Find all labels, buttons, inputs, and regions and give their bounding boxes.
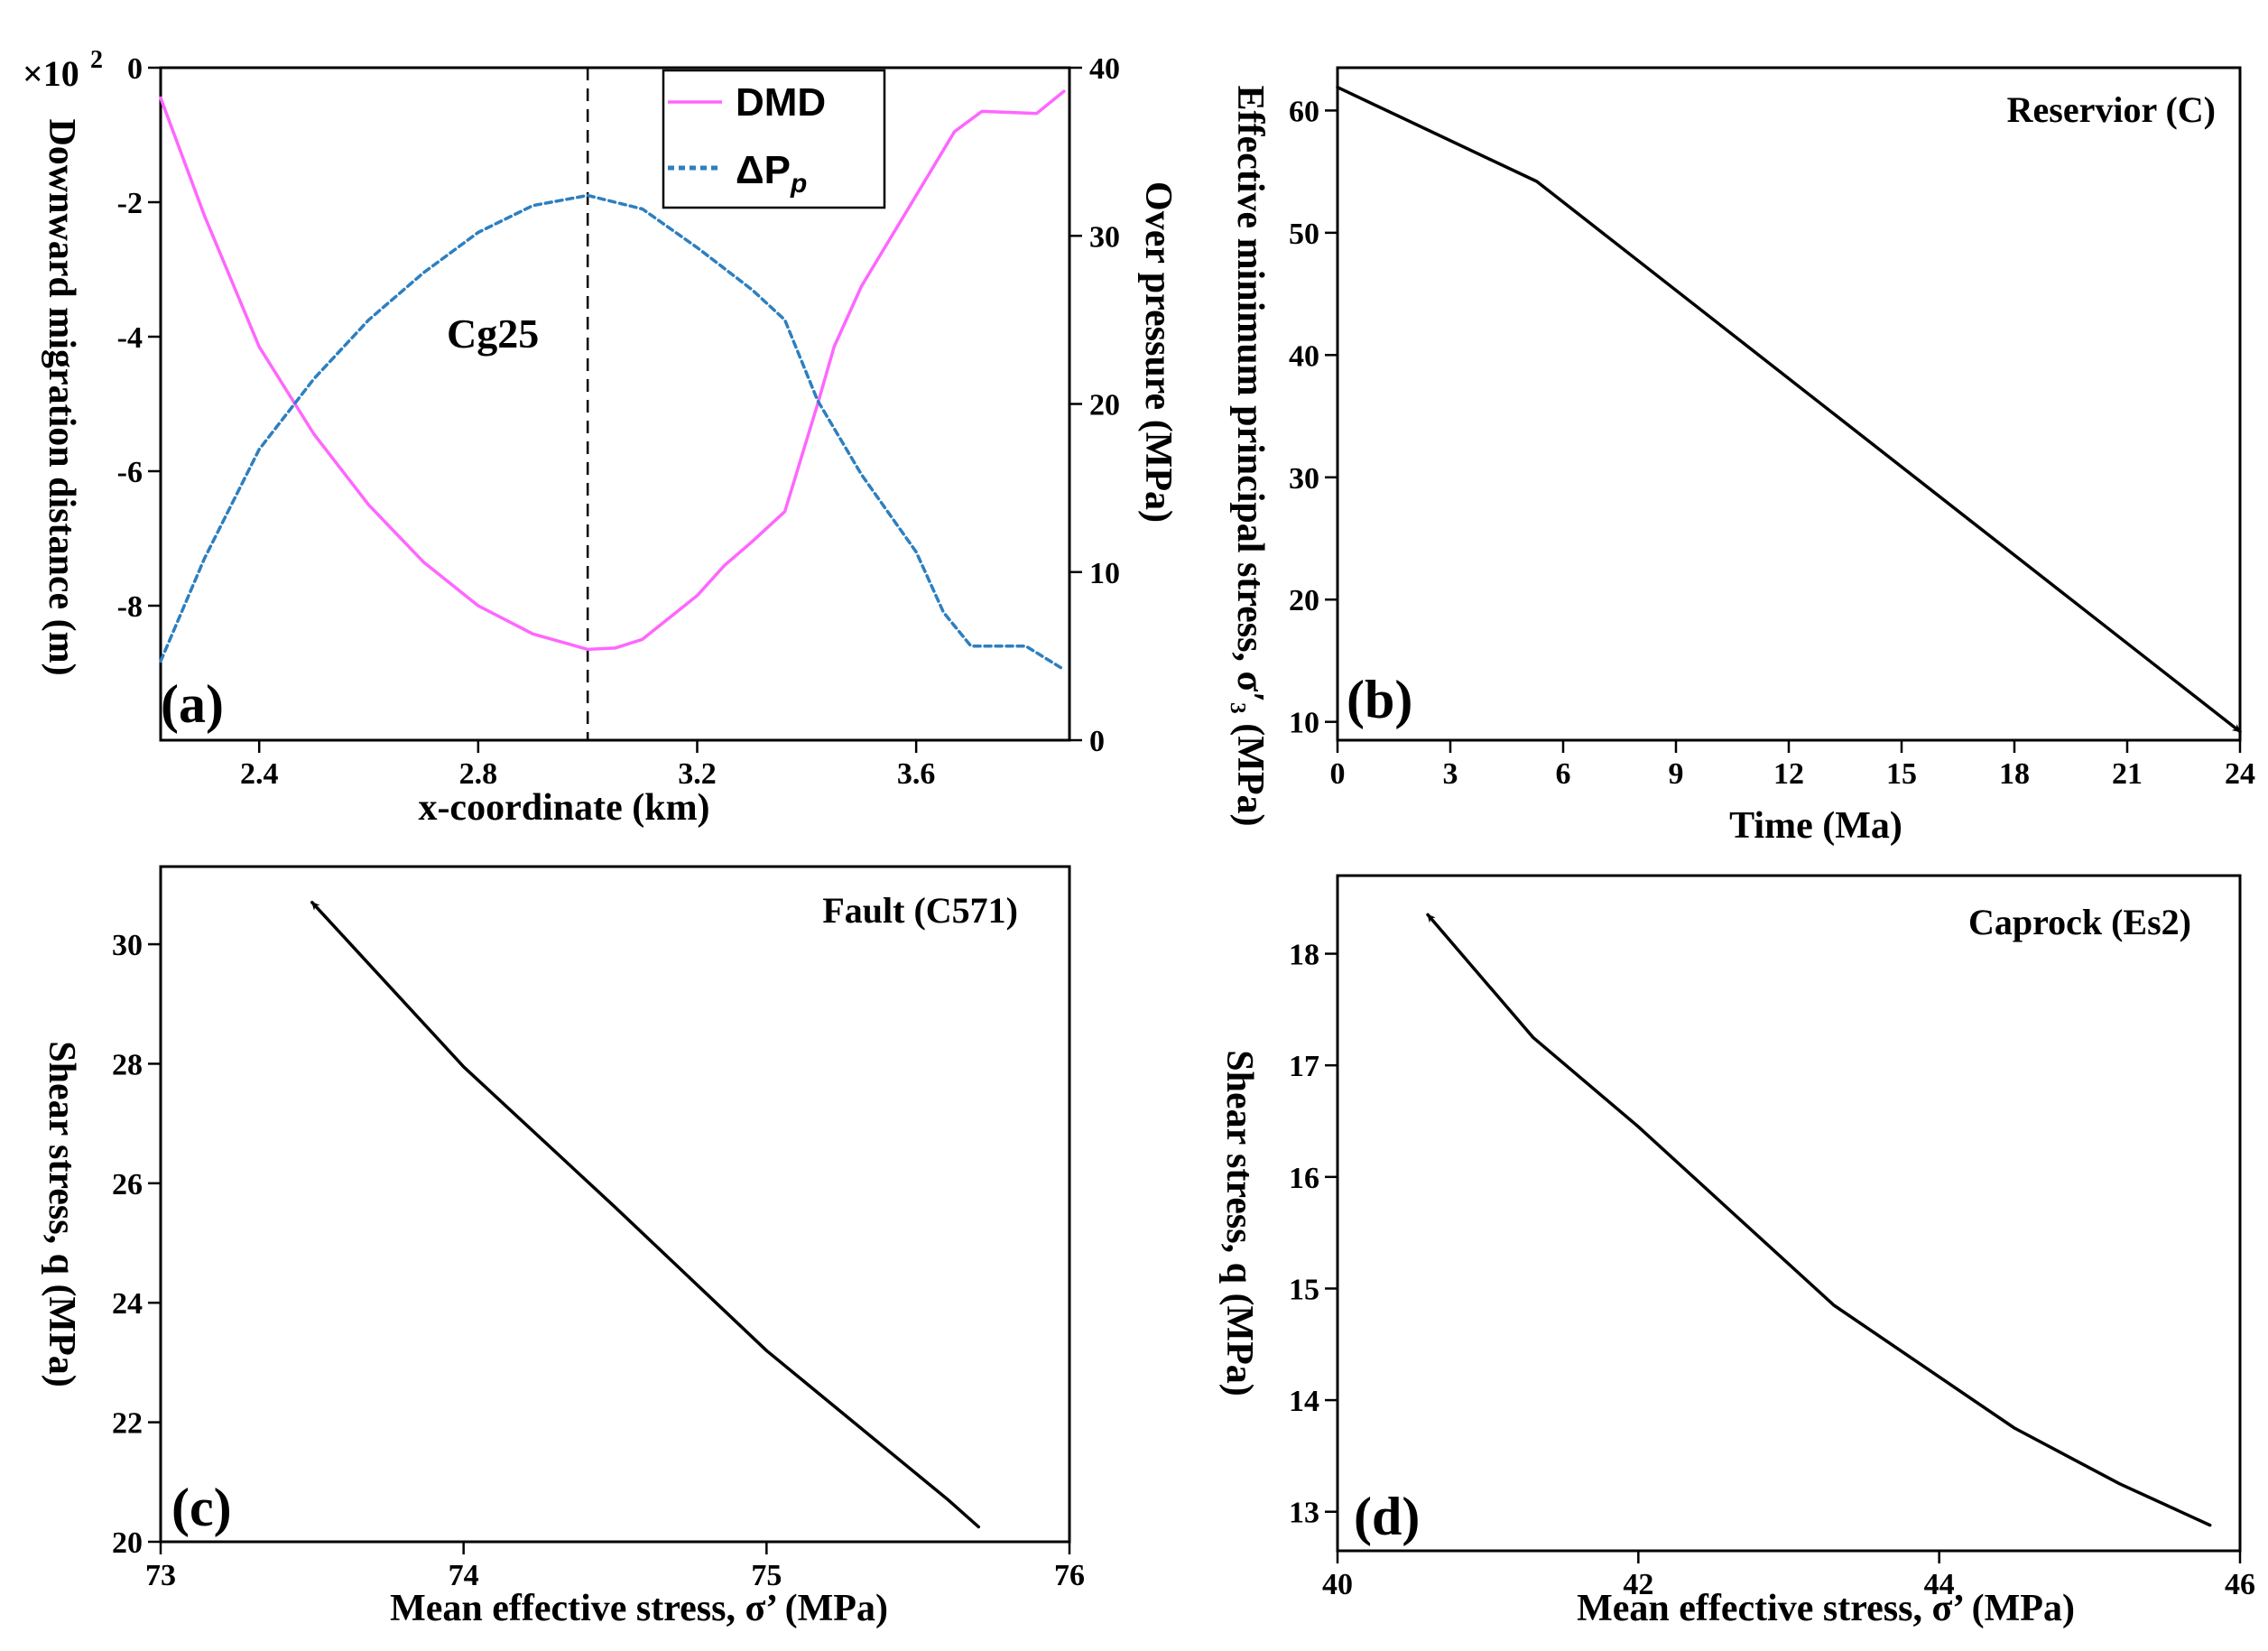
x-tick-label-c: 73 — [145, 1559, 176, 1592]
y2-tick-label-a: 20 — [1089, 389, 1120, 422]
y-tick-label-b: 60 — [1289, 95, 1319, 128]
y-tick-label-b: 30 — [1289, 462, 1319, 496]
y-tick-label-c: 26 — [112, 1168, 143, 1201]
y2-tick-label-a: 0 — [1089, 725, 1105, 758]
y-tick-label-b: 50 — [1289, 218, 1319, 251]
x-tick-label-b: 12 — [1773, 757, 1804, 791]
y-axis-label-c: Shear stress, q (MPa) — [41, 1041, 82, 1387]
y-tick-label-d: 16 — [1289, 1162, 1319, 1195]
y-tick-label-c: 20 — [112, 1526, 143, 1560]
series-overpressure-line — [159, 193, 1066, 672]
x-tick-label-b: 6 — [1556, 757, 1571, 791]
panel-label-b: (b) — [1347, 670, 1412, 729]
x-tick-label-b: 21 — [2112, 757, 2143, 791]
panel-label-d: (d) — [1354, 1487, 1420, 1546]
y-tick-label-a: 0 — [127, 52, 143, 86]
y-tick-label-a: -6 — [117, 456, 143, 489]
x-tick-label-b: 18 — [1999, 757, 2030, 791]
panel-d: 40 42 44 46 13 14 15 16 17 18 Caprock (Es2) (d) M… — [1218, 874, 2255, 1629]
y-axis-label-b: Effective minimum principal stress, σ′₃ … — [1229, 85, 1271, 826]
y-tick-label-a: -8 — [117, 590, 143, 624]
chart-title-c: Fault (C571) — [822, 890, 1018, 931]
y2-axis-label-a: Over pressure (MPa) — [1137, 181, 1179, 523]
y-tick-label-c: 28 — [112, 1048, 143, 1081]
y-tick-label-a: -2 — [117, 187, 143, 220]
stress-path-line-c — [310, 900, 981, 1529]
y-tick-label-d: 17 — [1289, 1050, 1319, 1083]
y-multiplier-exponent: 2 — [90, 46, 103, 74]
panel-c: 73 74 75 76 20 22 24 26 28 30 Fault (C571) (c) Me… — [41, 865, 1085, 1629]
y-tick-label-d: 15 — [1289, 1273, 1319, 1306]
x-tick-label-a: 2.4 — [240, 757, 279, 791]
legend-dpp-symbol: ΔP — [736, 148, 791, 192]
x-tick-label-a: 3.2 — [678, 757, 717, 791]
panel-label-c: (c) — [171, 1478, 232, 1537]
y-multiplier: ×10 — [23, 53, 79, 94]
x-tick-label-d: 40 — [1322, 1568, 1353, 1601]
x-tick-label-b: 3 — [1443, 757, 1458, 791]
x-tick-label-c: 75 — [751, 1559, 782, 1592]
x-tick-label-b: 15 — [1886, 757, 1917, 791]
legend: DMD ΔPp — [662, 69, 886, 209]
plot-frame-b — [1336, 66, 2242, 742]
y2-tick-label-a: 10 — [1089, 557, 1120, 590]
y-tick-label-d: 18 — [1289, 939, 1319, 972]
y-tick-label-b: 20 — [1289, 584, 1319, 617]
panel-label-a: (a) — [161, 674, 224, 734]
legend-box — [662, 69, 886, 209]
x-tick-label-a: 2.8 — [459, 757, 498, 791]
x-tick-label-d: 42 — [1623, 1568, 1653, 1601]
x-axis-label-a: x-coordinate (km) — [418, 787, 709, 829]
x-tick-label-b: 24 — [2225, 757, 2255, 791]
y2-tick-label-a: 30 — [1089, 220, 1120, 254]
chart-title-b: Reservior (C) — [2007, 89, 2216, 130]
panel-a: 2.4 2.8 3.2 3.6 0 -2 -4 -6 -8 0 10 20 30 40 ×10 2 Cg2… — [23, 46, 1179, 829]
x-axis-label-b: Time (Ma) — [1729, 805, 1902, 847]
x-axis-label-d: Mean effective stress, σ’ (MPa) — [1577, 1588, 2075, 1629]
plot-frame-c — [159, 865, 1071, 1544]
x-tick-label-b: 0 — [1330, 757, 1346, 791]
chart-title-d: Caprock (Es2) — [1968, 902, 2191, 942]
vline-label: Cg25 — [447, 311, 539, 357]
y-tick-label-b: 40 — [1289, 339, 1319, 373]
y-tick-label-a: -4 — [117, 321, 143, 355]
x-tick-label-c: 74 — [449, 1559, 479, 1592]
x-tick-label-d: 46 — [2225, 1568, 2255, 1601]
y-tick-label-d: 13 — [1289, 1497, 1319, 1530]
legend-dpp-label: ΔPp — [736, 148, 807, 199]
y-tick-label-c: 30 — [112, 929, 143, 962]
x-tick-label-d: 44 — [1924, 1568, 1955, 1601]
y-tick-label-c: 24 — [112, 1287, 143, 1321]
y2-tick-label-a: 40 — [1089, 52, 1120, 86]
y-axis-label-d: Shear stress, q (MPa) — [1218, 1050, 1260, 1396]
x-tick-label-c: 76 — [1054, 1559, 1085, 1592]
y-axis-label-a: Downward migration distance (m) — [41, 118, 82, 675]
panel-b: 0 3 6 9 12 15 18 21 24 10 20 30 40 50 60 Reservior (C)… — [1229, 66, 2255, 847]
plot-frame-d — [1336, 874, 2242, 1553]
x-tick-label-b: 9 — [1669, 757, 1684, 791]
series-dmd-line — [159, 89, 1066, 652]
stress-path-line-d — [1426, 913, 2212, 1527]
legend-dmd-label: DMD — [736, 80, 826, 125]
legend-dpp-subscript: p — [790, 169, 807, 199]
x-tick-label-a: 3.6 — [897, 757, 936, 791]
y-tick-label-d: 14 — [1289, 1385, 1319, 1418]
y-tick-label-c: 22 — [112, 1407, 143, 1441]
x-axis-label-c: Mean effective stress, σ’ (MPa) — [390, 1588, 888, 1629]
y-tick-label-b: 10 — [1289, 707, 1319, 740]
stress-path-line-b — [1336, 85, 2242, 734]
